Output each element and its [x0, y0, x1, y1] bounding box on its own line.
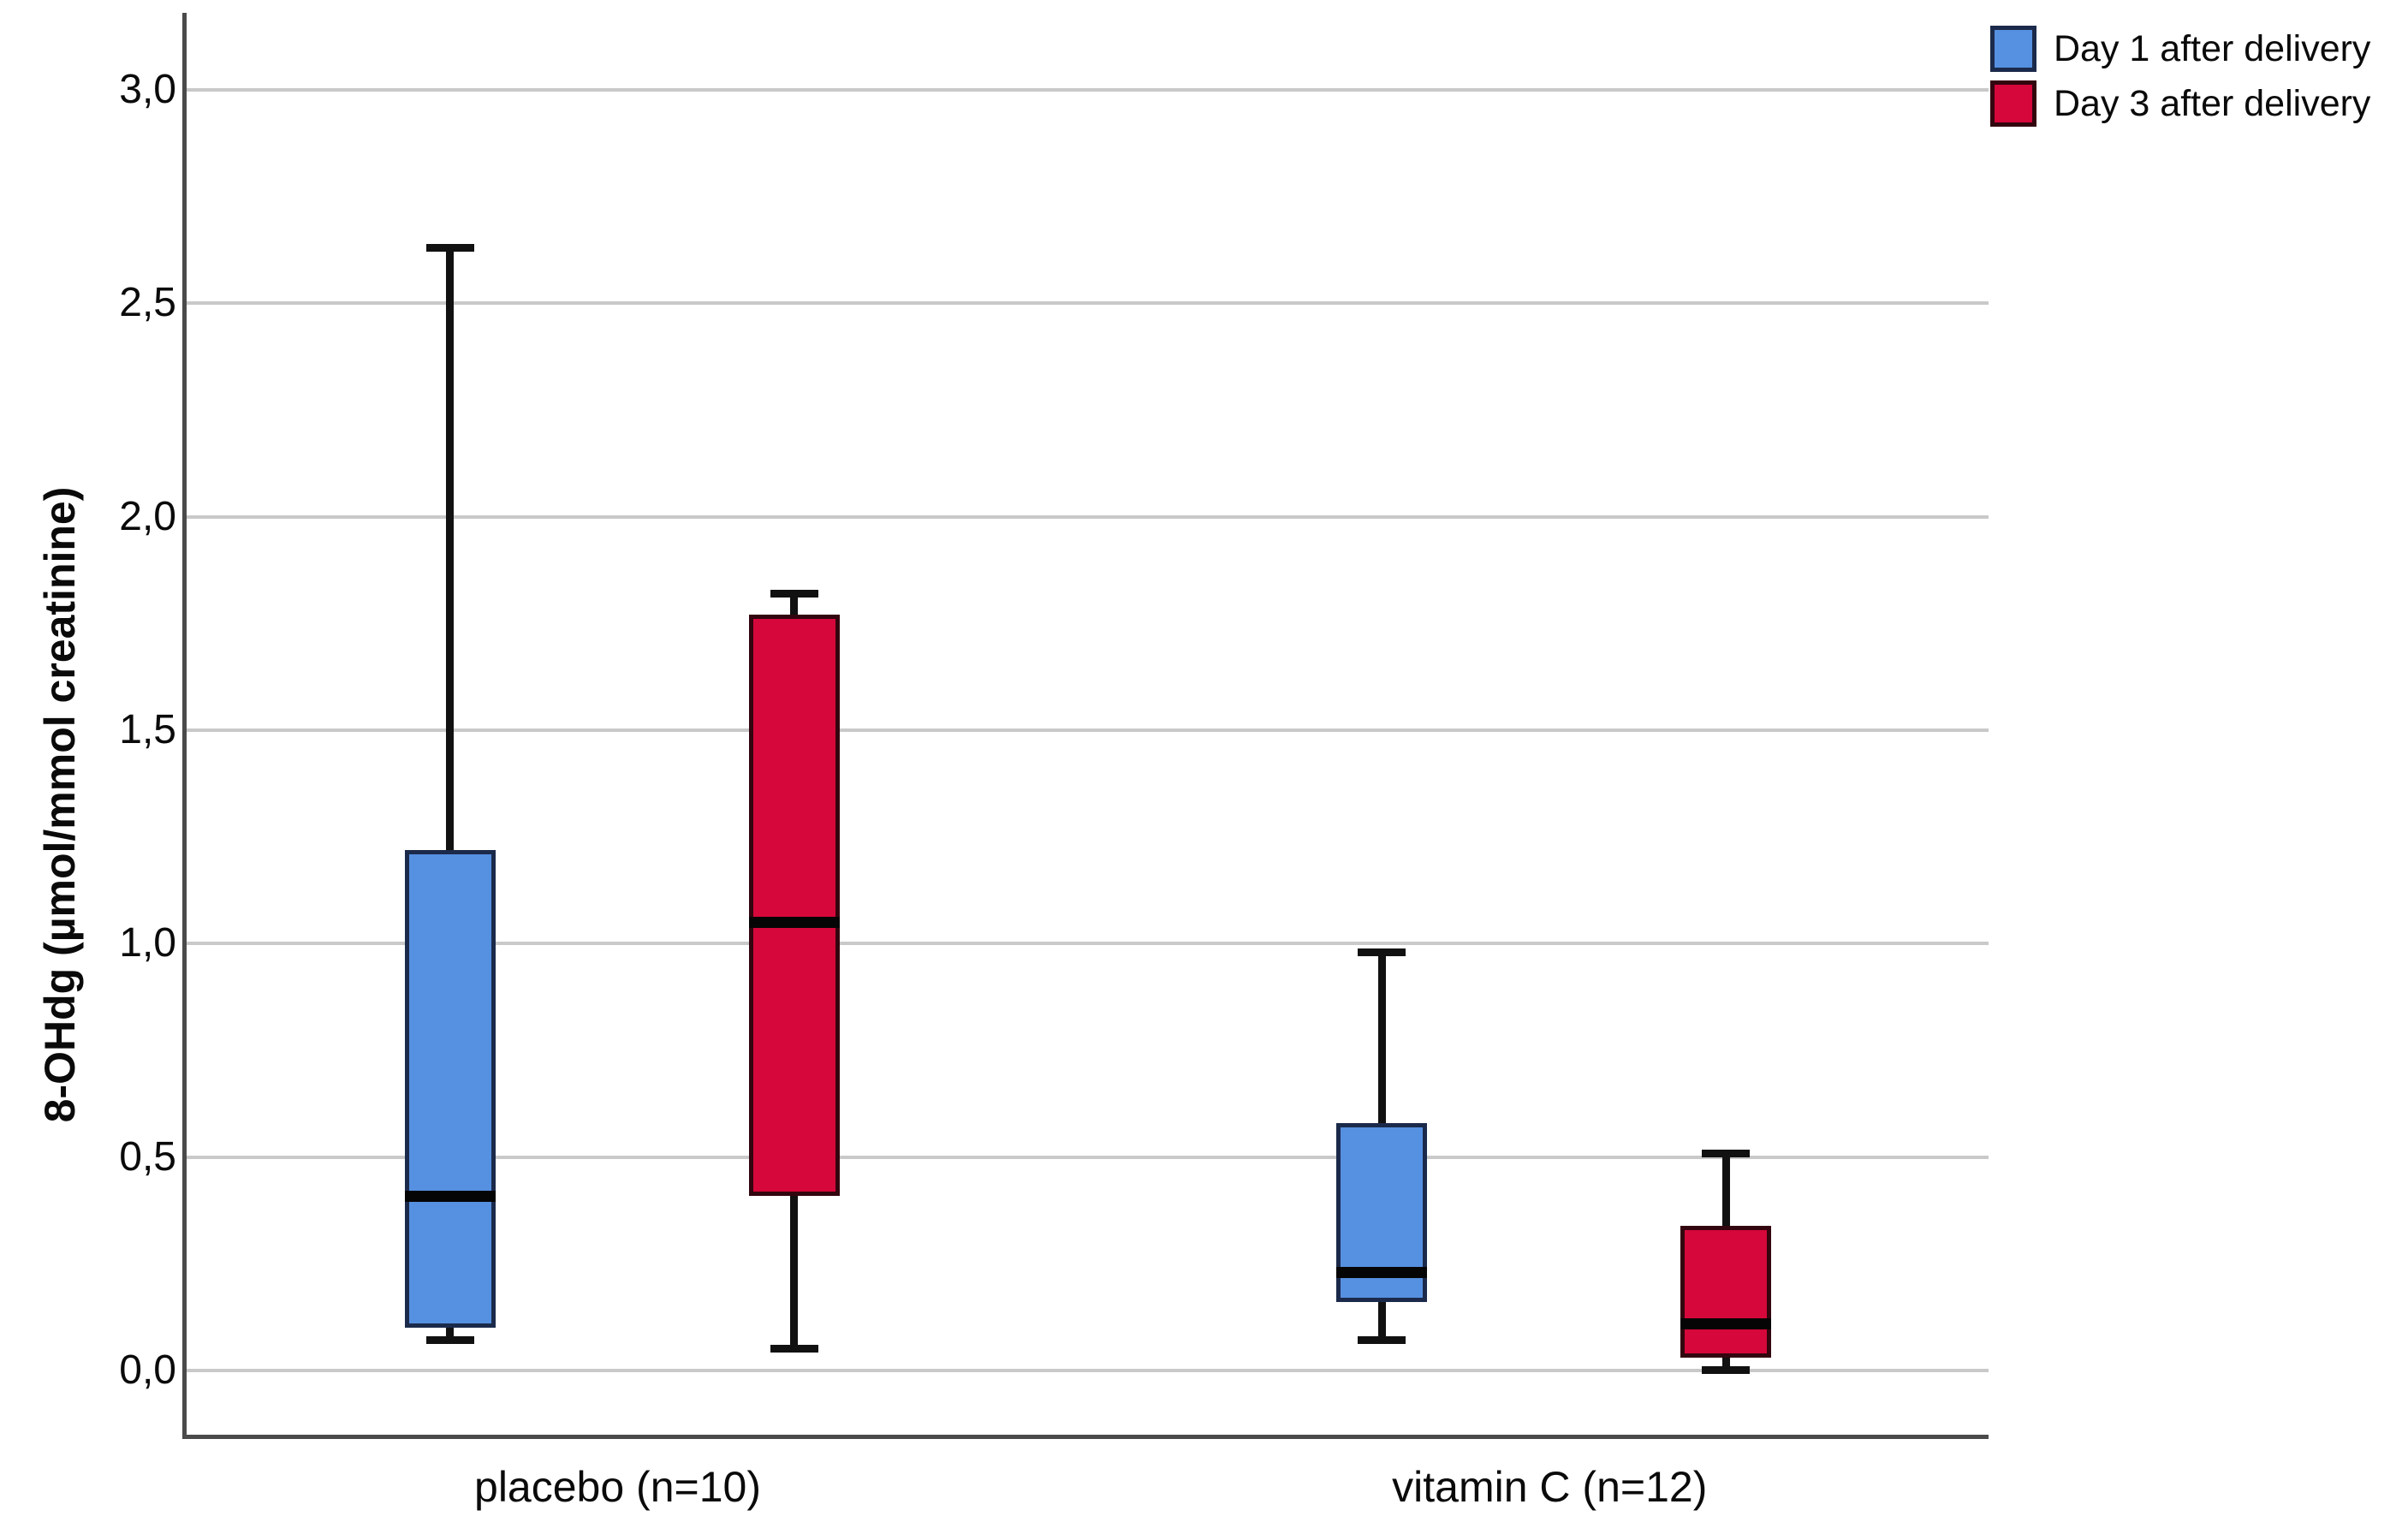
plot-area [182, 13, 1989, 1439]
legend-item-day3: Day 3 after delivery [1990, 80, 2370, 127]
legend-item-day1: Day 1 after delivery [1990, 26, 2370, 72]
boxplot-median-day-1-after-delivery-vitamin [1336, 1267, 1428, 1279]
boxplot-median-day-1-after-delivery-placebo [404, 1190, 496, 1202]
boxplot-whisker-cap-top-day-3-after-delivery-placebo [770, 590, 818, 598]
legend-swatch-day3 [1990, 80, 2036, 127]
gridline-1,5 [187, 728, 1989, 732]
gridlines-layer [187, 13, 1989, 1435]
y-tick-label-0,5: 0,5 [119, 1133, 176, 1180]
boxes-layer [187, 13, 1989, 1435]
y-tick-label-3,0: 3,0 [119, 66, 176, 112]
y-tick-label-0,0: 0,0 [119, 1347, 176, 1394]
y-tick-label-2,0: 2,0 [119, 493, 176, 539]
boxplot-median-day-3-after-delivery-placebo [748, 917, 840, 929]
boxplot-box-day-1-after-delivery-placebo [404, 849, 496, 1329]
boxplot-whisker-cap-bottom-day-1-after-delivery-placebo [425, 1336, 474, 1345]
boxplot-whisker-stem-day-1-after-delivery-placebo [446, 247, 454, 1341]
boxplot-box-day-3-after-delivery-placebo [748, 615, 840, 1196]
boxplot-whisker-cap-bottom-day-3-after-delivery-vitamin [1702, 1366, 1751, 1375]
boxplot-whisker-cap-bottom-day-3-after-delivery-placebo [770, 1345, 818, 1353]
x-category-label-placebo: placebo (n=10) [474, 1463, 761, 1511]
boxplot-whisker-cap-bottom-day-1-after-delivery-vitamin [1358, 1336, 1406, 1345]
gridline-0,5 [187, 1155, 1989, 1159]
boxplot-box-day-3-after-delivery-vitamin [1680, 1225, 1772, 1359]
legend-swatch-day1 [1990, 26, 2036, 72]
x-category-label-vitamin-c: vitamin C (n=12) [1392, 1463, 1708, 1511]
y-tick-label-1,5: 1,5 [119, 706, 176, 752]
gridline-1,0 [187, 942, 1989, 946]
boxplot-median-day-3-after-delivery-vitamin [1680, 1318, 1772, 1330]
gridline-0,0 [187, 1369, 1989, 1373]
boxplot-whisker-cap-top-day-1-after-delivery-vitamin [1358, 948, 1406, 957]
boxplot-whisker-cap-top-day-1-after-delivery-placebo [425, 244, 474, 253]
legend-label-day3: Day 3 after delivery [2054, 82, 2371, 124]
legend-label-day1: Day 1 after delivery [2054, 27, 2371, 69]
gridline-2,0 [187, 514, 1989, 519]
gridline-3,0 [187, 87, 1989, 92]
y-tick-label-2,5: 2,5 [119, 280, 176, 326]
gridline-2,5 [187, 301, 1989, 306]
boxplot-whisker-cap-top-day-3-after-delivery-vitamin [1702, 1149, 1751, 1157]
y-tick-label-1,0: 1,0 [119, 920, 176, 966]
legend: Day 1 after delivery Day 3 after deliver… [1990, 26, 2370, 127]
